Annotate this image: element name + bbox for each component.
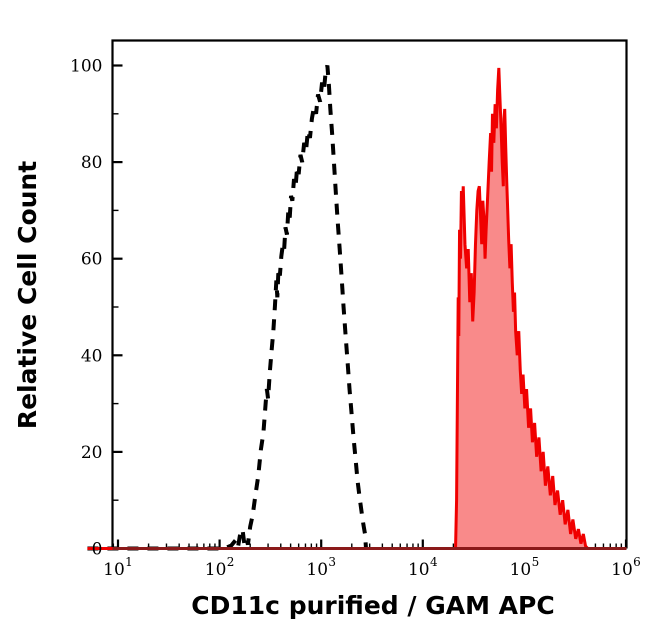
svg-text:4: 4: [430, 555, 438, 569]
x-tick-label: 10 1: [103, 555, 133, 580]
svg-text:10: 10: [103, 560, 125, 580]
series-fill-1: [87, 67, 627, 549]
svg-text:6: 6: [633, 555, 641, 569]
svg-text:2: 2: [227, 555, 235, 569]
plot-frame: [111, 39, 628, 549]
x-axis-tick-labels: 10 1 10 2 10 3 10 4 10 5 10 6: [103, 555, 641, 580]
svg-text:10: 10: [306, 560, 328, 580]
x-axis-label: CD11c purified / GAM APC: [191, 591, 554, 620]
series-line-1: [87, 67, 626, 550]
y-tick-label: 60: [81, 250, 103, 270]
y-tick-label: 100: [70, 57, 102, 77]
y-tick-label: 40: [81, 346, 103, 366]
x-tick-label: 10 5: [510, 555, 540, 580]
x-tick-label: 10 6: [611, 555, 641, 580]
series-line-0: [87, 64, 368, 551]
svg-text:10: 10: [510, 560, 532, 580]
chart-series-group: [87, 64, 627, 551]
x-tick-label: 10 2: [205, 555, 235, 580]
svg-text:10: 10: [205, 560, 227, 580]
svg-text:3: 3: [328, 555, 336, 569]
svg-text:1: 1: [125, 555, 133, 569]
svg-text:10: 10: [611, 560, 633, 580]
svg-text:10: 10: [408, 560, 430, 580]
y-axis-ticks: [112, 64, 123, 550]
y-tick-label: 0: [92, 540, 103, 560]
x-tick-label: 10 3: [306, 555, 336, 580]
y-axis-tick-labels: 0 20 40 60 80 100: [70, 57, 102, 560]
y-tick-label: 20: [81, 443, 103, 463]
y-tick-label: 80: [81, 153, 103, 173]
y-axis-label: Relative Cell Count: [13, 161, 42, 429]
x-tick-label: 10 4: [408, 555, 438, 580]
svg-text:5: 5: [532, 555, 540, 569]
